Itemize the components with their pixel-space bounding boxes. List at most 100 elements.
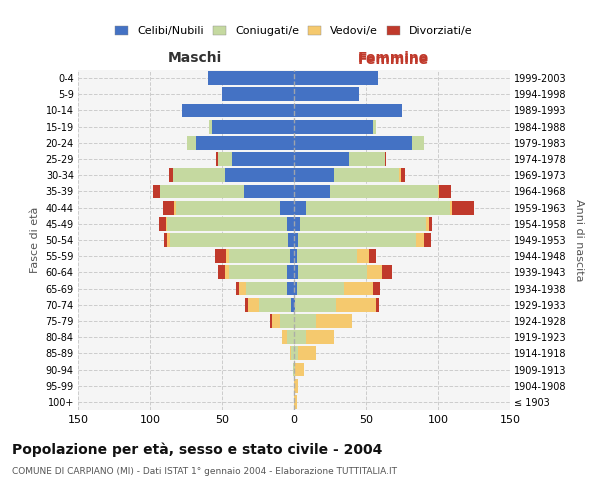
Bar [300,217,427,230]
Bar [175,200,176,214]
Bar [294,217,300,230]
Bar [367,266,382,280]
Bar [287,330,294,344]
Bar [236,282,239,296]
Bar [376,298,379,312]
Bar [294,88,359,101]
Bar [248,298,259,312]
Bar [173,168,225,182]
Y-axis label: Anni di nascita: Anni di nascita [574,198,584,281]
Bar [176,200,280,214]
Bar [294,71,377,85]
Bar [298,346,316,360]
Bar [297,250,358,263]
Text: Maschi: Maschi [167,51,222,65]
Bar [290,250,294,263]
Bar [287,217,294,230]
Y-axis label: Fasce di età: Fasce di età [30,207,40,273]
Bar [294,250,297,263]
Bar [401,168,405,182]
Bar [305,200,449,214]
Bar [369,250,376,263]
Bar [294,184,330,198]
Bar [209,120,212,134]
Bar [294,104,402,118]
Bar [153,184,160,198]
Bar [439,184,451,198]
Bar [208,71,294,85]
Bar [280,200,294,214]
Text: Femmine: Femmine [358,52,429,66]
Text: Popolazione per età, sesso e stato civile - 2004: Popolazione per età, sesso e stato civil… [12,442,382,457]
Bar [373,120,376,134]
Bar [291,346,294,360]
Bar [316,314,352,328]
Bar [218,266,225,280]
Bar [232,152,294,166]
Bar [226,250,229,263]
Bar [269,314,272,328]
Bar [330,184,438,198]
Bar [169,168,173,182]
Bar [385,152,386,166]
Bar [215,250,226,263]
Bar [294,330,305,344]
Bar [229,266,287,280]
Bar [212,120,294,134]
Bar [294,395,297,409]
Bar [399,168,401,182]
Bar [373,282,380,296]
Bar [287,266,294,280]
Legend: Celibi/Nubili, Coniugati/e, Vedovi/e, Divorziati/e: Celibi/Nubili, Coniugati/e, Vedovi/e, Di… [111,21,477,40]
Bar [287,282,294,296]
Bar [344,282,373,296]
Bar [294,346,298,360]
Bar [239,282,247,296]
Bar [294,200,305,214]
Bar [382,266,392,280]
Bar [247,282,287,296]
Bar [424,233,431,247]
Bar [430,217,432,230]
Bar [229,250,290,263]
Bar [291,298,294,312]
Bar [158,217,166,230]
Bar [293,362,294,376]
Bar [294,168,334,182]
Bar [438,184,439,198]
Bar [349,152,385,166]
Bar [182,104,294,118]
Bar [272,314,280,328]
Bar [412,136,424,149]
Bar [290,346,291,360]
Bar [167,233,170,247]
Bar [449,200,452,214]
Bar [280,314,294,328]
Bar [295,362,304,376]
Bar [244,184,294,198]
Bar [295,298,336,312]
Bar [294,266,298,280]
Bar [170,233,288,247]
Bar [305,330,334,344]
Bar [294,362,295,376]
Bar [294,120,373,134]
Bar [427,217,430,230]
Bar [294,314,316,328]
Bar [336,298,376,312]
Bar [288,233,294,247]
Bar [222,88,294,101]
Bar [225,168,294,182]
Bar [218,152,232,166]
Bar [294,152,349,166]
Bar [225,266,229,280]
Bar [160,184,244,198]
Bar [167,217,287,230]
Bar [452,200,474,214]
Bar [163,200,175,214]
Bar [187,136,196,149]
Bar [164,233,167,247]
Bar [298,266,367,280]
Bar [166,217,167,230]
Bar [294,136,412,149]
